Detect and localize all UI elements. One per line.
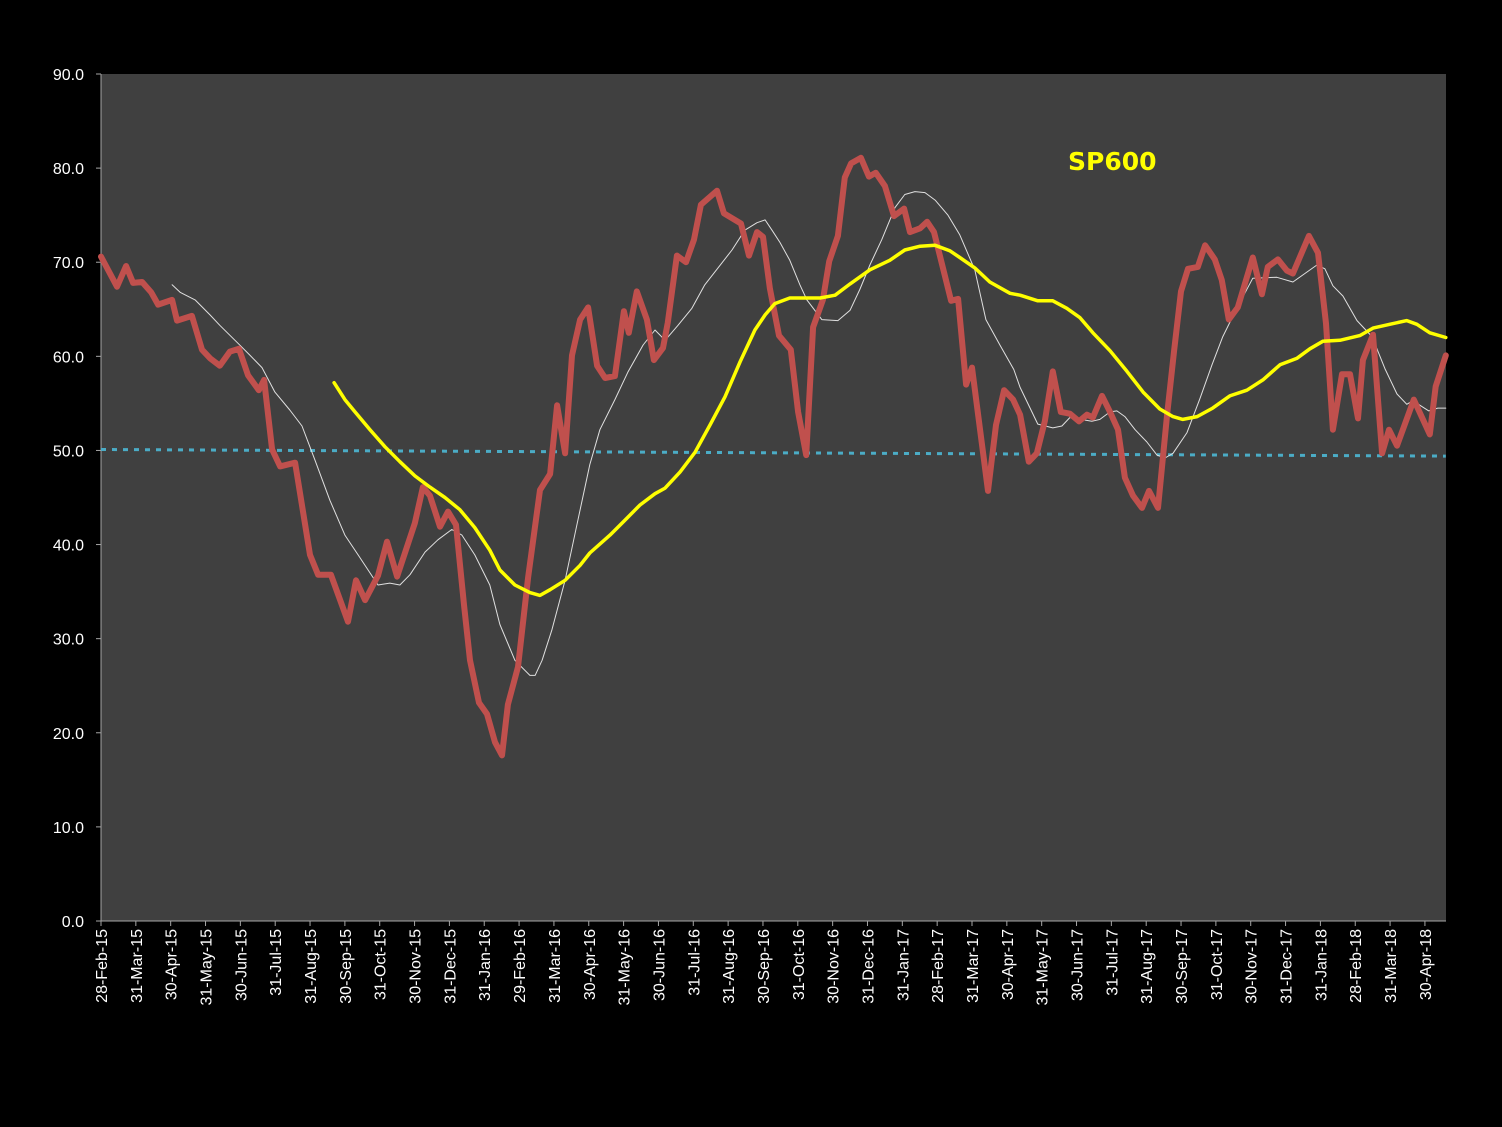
x-tick-label: 30-Sep-15 [338, 929, 355, 1004]
x-tick-label: 28-Feb-17 [930, 929, 947, 1003]
x-tick-label: 30-Apr-17 [1000, 929, 1017, 1000]
x-tick-label: 31-Mar-15 [129, 929, 146, 1003]
series-long-average [332, 243, 1448, 598]
x-tick-label: 31-Aug-15 [303, 929, 320, 1004]
x-tick-label: 31-Jul-17 [1104, 929, 1121, 996]
x-tick-label: 31-Jan-17 [895, 929, 912, 1001]
x-tick-label: 31-Jul-15 [268, 929, 285, 996]
x-tick-label: 31-Mar-17 [965, 929, 982, 1003]
y-tick-label: 10.0 [53, 820, 84, 837]
x-tick-label: 31-Oct-16 [791, 929, 808, 1000]
series-indicator-group [98, 154, 1449, 759]
series-group [98, 154, 1449, 759]
x-tick-label: 30-Nov-17 [1244, 929, 1261, 1004]
x-tick-label: 31-May-16 [617, 929, 634, 1006]
x-tick-label: 31-Dec-16 [860, 929, 877, 1004]
y-tick-label: 60.0 [53, 349, 84, 366]
plot-area [101, 74, 1446, 921]
series-long-average-group [332, 243, 1448, 598]
x-tick-label: 30-Apr-15 [164, 929, 181, 1000]
chart-title: SP600 [1068, 147, 1157, 176]
x-tick-label: 31-Jan-16 [477, 929, 494, 1001]
x-axis: 28-Feb-15 31-Mar-15 30-Apr-15 31-May-15 30-J… [94, 920, 1446, 1006]
series-indicator [98, 154, 1449, 759]
y-axis: 0.0 10.0 20.0 30.0 40.0 50.0 60.0 70.0 80.0 90.0 [53, 67, 102, 931]
x-tick-label: 30-Apr-18 [1418, 929, 1435, 1000]
x-tick-label: 31-Dec-15 [442, 929, 459, 1004]
series-trend-line [100, 448, 1446, 458]
y-tick-label: 0.0 [62, 914, 84, 931]
x-tick-label: 31-Oct-17 [1209, 929, 1226, 1000]
x-tick-label: 30-Apr-16 [582, 929, 599, 1000]
x-tick-label: 30-Jun-16 [651, 929, 668, 1001]
y-tick-label: 70.0 [53, 255, 84, 272]
x-tick-label: 30-Nov-15 [408, 929, 425, 1004]
x-tick-label: 30-Jun-15 [233, 929, 250, 1001]
x-tick-label: 31-Jul-16 [686, 929, 703, 996]
x-tick-label: 28-Feb-18 [1348, 929, 1365, 1003]
x-tick-label: 30-Jun-17 [1070, 929, 1087, 1001]
x-tick-label: 31-Aug-16 [721, 929, 738, 1004]
series-short-average-group [171, 191, 1447, 676]
x-tick-label: 30-Sep-17 [1174, 929, 1191, 1004]
y-tick-label: 40.0 [53, 538, 84, 555]
x-tick-label: 31-Aug-17 [1139, 929, 1156, 1004]
x-tick-label: 29-Feb-16 [512, 929, 529, 1003]
x-tick-label: 31-Oct-15 [373, 929, 390, 1000]
x-tick-label: 31-May-15 [199, 929, 216, 1006]
series-trend-line-group [100, 448, 1446, 458]
y-tick-label: 90.0 [53, 67, 84, 84]
y-tick-label: 30.0 [53, 632, 84, 649]
x-tick-label: 30-Sep-16 [756, 929, 773, 1004]
x-tick-label: 28-Feb-15 [94, 929, 111, 1003]
y-tick-label: 50.0 [53, 443, 84, 460]
y-tick-label: 20.0 [53, 726, 84, 743]
x-tick-label: 30-Nov-16 [826, 929, 843, 1004]
y-tick-label: 80.0 [53, 161, 84, 178]
x-tick-label: 31-Mar-18 [1383, 929, 1400, 1003]
x-tick-label: 31-Mar-16 [547, 929, 564, 1003]
x-tick-label: 31-Dec-17 [1279, 929, 1296, 1004]
x-tick-label: 31-Jan-18 [1313, 929, 1330, 1001]
x-tick-label: 31-May-17 [1035, 929, 1052, 1006]
